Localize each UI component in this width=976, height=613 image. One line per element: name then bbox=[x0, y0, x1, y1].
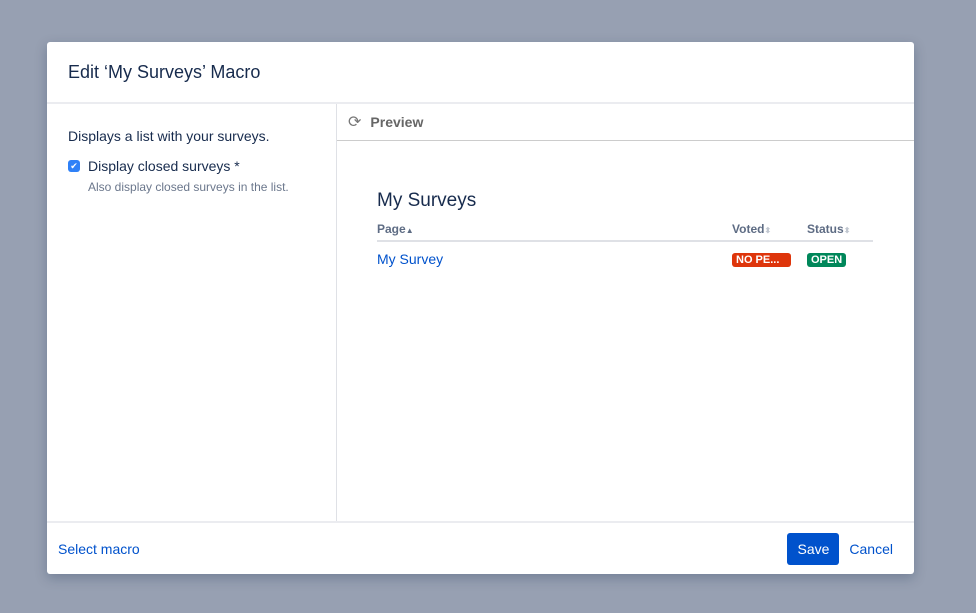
cancel-link[interactable]: Cancel bbox=[849, 540, 893, 557]
surveys-table: Page▲ Voted⬍ Status⬍ My Survey NO PE... … bbox=[377, 222, 873, 267]
sort-asc-icon: ▲ bbox=[405, 226, 414, 235]
preview-heading: My Surveys bbox=[377, 190, 477, 211]
preview-panel: ⟳ Preview My Surveys Page▲ Voted⬍ Status… bbox=[337, 104, 914, 521]
checkbox-help-text: Also display closed surveys in the list. bbox=[88, 180, 289, 194]
table-row: My Survey NO PE... OPEN bbox=[377, 241, 873, 267]
voted-lozenge: NO PE... bbox=[732, 253, 791, 267]
dialog-header: Edit ‘My Surveys’ Macro bbox=[47, 42, 914, 104]
column-header-status[interactable]: Status⬍ bbox=[807, 222, 873, 242]
dialog-title: Edit ‘My Surveys’ Macro bbox=[68, 61, 261, 82]
preview-label: Preview bbox=[370, 114, 424, 130]
save-button[interactable]: Save bbox=[787, 532, 840, 565]
edit-macro-dialog: Edit ‘My Surveys’ Macro Displays a list … bbox=[47, 42, 914, 574]
macro-options-panel: Displays a list with your surveys. ✔ Dis… bbox=[47, 104, 337, 521]
display-closed-surveys-option[interactable]: ✔ Display closed surveys * bbox=[68, 158, 315, 174]
status-lozenge: OPEN bbox=[807, 253, 847, 267]
display-closed-surveys-checkbox[interactable]: ✔ bbox=[68, 160, 80, 172]
refresh-icon[interactable]: ⟳ bbox=[348, 114, 362, 131]
macro-description: Displays a list with your surveys. bbox=[68, 128, 270, 144]
preview-bar: ⟳ Preview bbox=[337, 104, 914, 141]
column-header-voted[interactable]: Voted⬍ bbox=[732, 222, 807, 242]
select-macro-link[interactable]: Select macro bbox=[58, 540, 140, 557]
dialog-footer: Select macro Save Cancel bbox=[47, 521, 914, 574]
sort-icon: ⬍ bbox=[764, 226, 772, 235]
checkbox-label: Display closed surveys * bbox=[88, 158, 240, 174]
column-header-page[interactable]: Page▲ bbox=[377, 222, 732, 242]
sort-icon: ⬍ bbox=[843, 226, 851, 235]
survey-link[interactable]: My Survey bbox=[377, 250, 444, 267]
